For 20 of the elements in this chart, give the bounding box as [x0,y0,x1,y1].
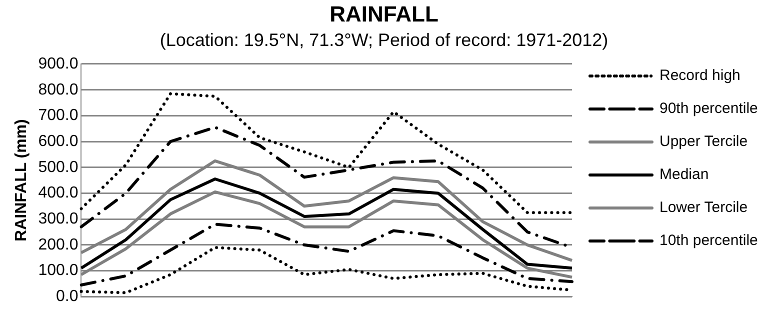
y-tick-label: 100.0 [38,262,78,280]
chart-subtitle: (Location: 19.5°N, 71.3°W; Period of record: 1971-2012) [160,30,608,50]
y-tick-label: 0.0 [56,288,78,306]
y-tick-label: 700.0 [38,107,78,124]
y-tick-label: 300.0 [38,210,78,228]
y-tick-label: 900.0 [38,55,78,72]
y-tick-label: 800.0 [38,81,78,98]
legend-label: 90th percentile [660,100,758,118]
y-tick-label: 200.0 [38,236,78,254]
legend-label: Upper Tercile [660,133,748,150]
legend-label: 10th percentile [660,232,758,250]
line-series [80,222,574,286]
legend-label: Lower Tercile [660,199,748,216]
legend-label: Median [660,166,709,184]
legend-label: Record high [660,67,740,84]
y-tick-label: 400.0 [38,184,78,202]
y-tick-label: 500.0 [38,158,78,176]
y-tick-label: 600.0 [38,132,78,150]
chart-title: RAINFALL [330,1,438,26]
y-axis-title: RAINFALL (mm) [13,119,30,242]
